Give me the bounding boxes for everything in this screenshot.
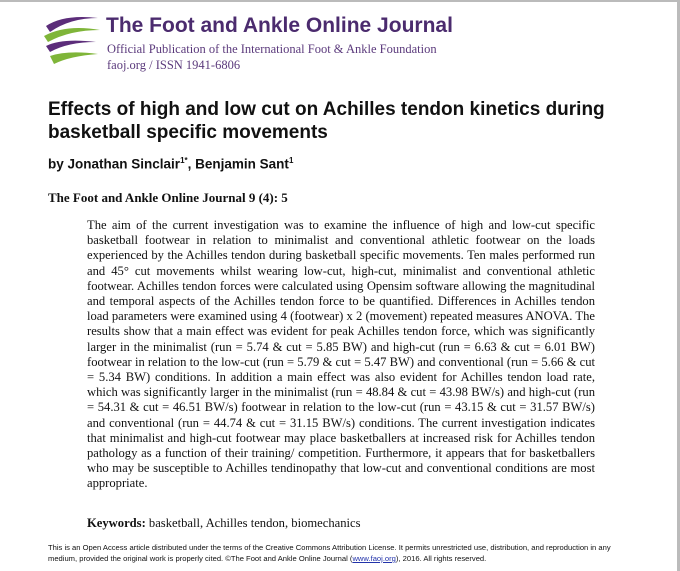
keywords: Keywords: basketball, Achilles tendon, b…: [87, 516, 361, 531]
author-name: Jonathan Sinclair: [67, 156, 181, 172]
journal-issn: faoj.org / ISSN 1941-6806: [107, 58, 241, 72]
journal-logo: [44, 17, 100, 64]
footer: This is an Open Access article distribut…: [48, 542, 638, 564]
author-separator: ,: [187, 156, 192, 172]
footer-text: ), 2016. All rights reserved.: [395, 554, 487, 563]
author-affiliation: 1*: [180, 156, 188, 165]
keywords-label: Keywords:: [87, 516, 146, 530]
citation: The Foot and Ankle Online Journal 9 (4):…: [48, 190, 288, 205]
footer-text: This is an Open Access article distribut…: [48, 543, 611, 563]
abstract: The aim of the current investigation was…: [87, 218, 595, 491]
journal-name: The Foot and Ankle Online Journal: [106, 14, 453, 37]
journal-subtitle: Official Publication of the Internationa…: [107, 42, 437, 56]
article-title: Effects of high and low cut on Achilles …: [48, 99, 605, 143]
footer-link[interactable]: www.faoj.org: [352, 554, 396, 563]
byline-prefix: by: [48, 156, 64, 172]
keywords-text: basketball, Achilles tendon, biomechanic…: [148, 516, 361, 530]
byline: by Jonathan Sinclair1*, Benjamin Sant1: [48, 156, 293, 172]
author-affiliation: 1: [288, 156, 294, 165]
author-name: Benjamin Sant: [195, 156, 289, 172]
